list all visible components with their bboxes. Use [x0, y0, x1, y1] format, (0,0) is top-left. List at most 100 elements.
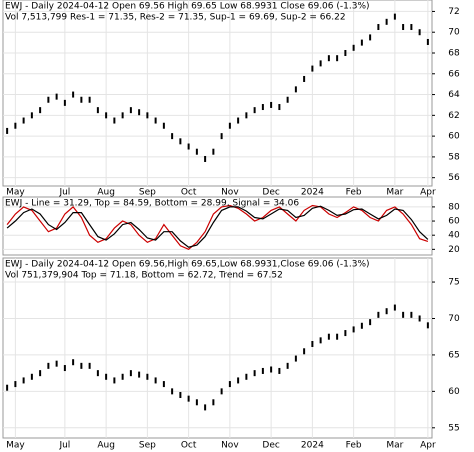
price-bar: [138, 371, 141, 378]
price-bar: [162, 381, 165, 388]
price-bar: [245, 373, 248, 380]
price-bar: [204, 404, 207, 411]
price-bar: [195, 148, 198, 155]
price-bar: [121, 112, 124, 119]
price-bar: [55, 93, 58, 100]
price-bar: [253, 107, 256, 114]
price-bar: [220, 133, 223, 140]
price-bar: [30, 112, 33, 119]
price-bar: [129, 107, 132, 114]
y-tick-label: 62: [448, 111, 459, 121]
price-bar: [220, 388, 223, 395]
x-tick-label: Jul: [58, 441, 70, 451]
x-tick-label: Dec: [262, 188, 279, 198]
price-bar: [385, 308, 388, 315]
panel-title: EWJ - Daily 2024-04-12 Open 69.56,High 6…: [5, 260, 370, 270]
price-bar: [327, 55, 330, 62]
panel-title: EWJ - Daily 2024-04-12 Open 69.56 High 6…: [5, 2, 370, 12]
price-bar: [154, 117, 157, 124]
price-bar: [39, 370, 42, 377]
y-tick-label: 66: [448, 69, 460, 79]
price-bar: [261, 367, 264, 374]
x-tick-label: Jul: [58, 188, 70, 198]
y-tick-label: 80: [448, 202, 460, 212]
price-bar: [237, 117, 240, 124]
price-bar: [360, 322, 363, 329]
price-bar: [294, 355, 297, 362]
price-bar: [72, 359, 75, 366]
price-bar: [187, 395, 190, 402]
x-tick-label: Mar: [386, 441, 403, 451]
price-bar: [253, 370, 256, 377]
price-bar: [303, 348, 306, 355]
x-tick-label: May: [6, 188, 25, 198]
y-tick-label: 64: [448, 90, 460, 100]
price-bar: [212, 399, 215, 406]
y-tick-label: 68: [448, 48, 460, 58]
price-bar: [39, 107, 42, 114]
price-bar: [30, 373, 33, 380]
y-tick-label: 58: [448, 152, 460, 162]
y-tick-label: 75: [448, 278, 459, 288]
price-bar: [418, 29, 421, 36]
price-bar: [369, 319, 372, 326]
price-bar: [113, 117, 116, 124]
x-tick-label: Nov: [221, 188, 239, 198]
price-bar: [47, 362, 50, 369]
x-tick-label: Mar: [386, 188, 403, 198]
price-bar: [121, 373, 124, 380]
y-tick-label: 60: [448, 217, 460, 227]
price-bar: [369, 34, 372, 41]
price-bar: [311, 65, 314, 72]
x-tick-label: Apr: [420, 441, 436, 451]
price-bar: [88, 362, 91, 369]
price-bar: [402, 24, 405, 31]
price-bar: [228, 381, 231, 388]
y-tick-label: 55: [448, 423, 459, 433]
price-bar: [72, 91, 75, 98]
panel-frame: [2, 0, 433, 187]
price-bar: [22, 117, 25, 124]
price-bar: [270, 101, 273, 108]
price-bar: [261, 104, 264, 111]
panel-frame: [2, 257, 433, 439]
y-tick-label: 70: [448, 28, 460, 38]
price-bar: [377, 311, 380, 318]
price-bar: [138, 109, 141, 116]
x-tick-label: May: [6, 441, 25, 451]
x-tick-label: Dec: [262, 441, 279, 451]
price-bar: [55, 360, 58, 367]
y-tick-label: 60: [448, 387, 460, 397]
price-bar: [410, 24, 413, 31]
x-tick-label: Oct: [181, 441, 197, 451]
price-bar: [162, 122, 165, 129]
price-bar: [6, 384, 9, 391]
x-tick-label: Oct: [181, 188, 197, 198]
price-bar: [237, 377, 240, 384]
price-bar: [154, 377, 157, 384]
price-bar: [195, 399, 198, 406]
x-tick-label: Feb: [346, 441, 362, 451]
price-bar: [80, 362, 83, 369]
x-tick-label: Nov: [221, 441, 239, 451]
price-bar: [336, 55, 339, 62]
price-bar: [171, 388, 174, 395]
price-bar: [336, 333, 339, 340]
y-tick-label: 20: [448, 245, 460, 255]
price-bar: [6, 127, 9, 134]
price-bar: [402, 311, 405, 318]
x-tick-label: Apr: [420, 188, 436, 198]
price-bar: [63, 365, 66, 372]
price-bar: [88, 96, 91, 103]
oscillator-line: [6, 205, 429, 248]
price-bar: [286, 96, 289, 103]
price-bar: [22, 377, 25, 384]
price-bar: [360, 39, 363, 46]
price-bar: [278, 367, 281, 374]
price-bar: [294, 86, 297, 93]
price-bar: [171, 133, 174, 140]
price-bar: [212, 148, 215, 155]
y-tick-label: 56: [448, 173, 460, 183]
panel-subtitle: Vol 7,513,799 Res-1 = 71.35, Res-2 = 71.…: [5, 13, 346, 23]
